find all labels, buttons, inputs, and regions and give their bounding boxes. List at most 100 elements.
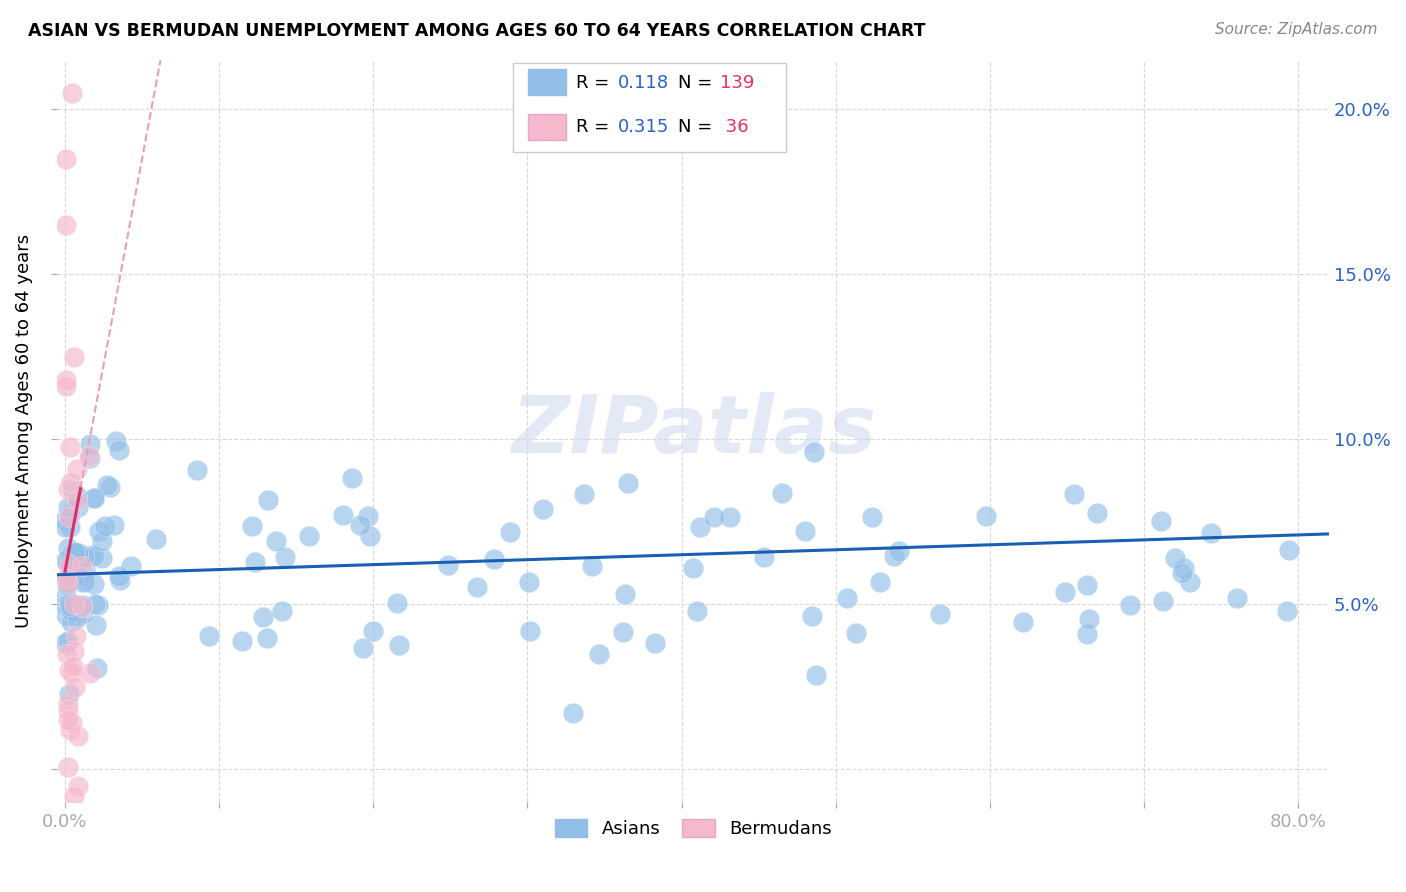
Point: [63, 597, 86, 611]
Point: [835, 591, 858, 606]
Point: [56, 633, 79, 648]
Point: [271, 604, 294, 618]
Point: [793, 524, 815, 538]
Point: [67, 599, 90, 613]
Point: [103, 517, 125, 532]
Point: [752, 550, 775, 565]
Point: [58, 596, 80, 610]
Point: [613, 586, 636, 600]
Point: [67, 500, 90, 514]
Point: [388, 638, 411, 652]
Point: [59, 604, 82, 618]
Point: [79, 666, 101, 681]
Point: [256, 493, 278, 508]
Point: [60, 602, 83, 616]
Point: [62, 658, 84, 673]
Point: [60, 547, 83, 561]
Text: N =: N =: [678, 74, 718, 92]
Text: Source: ZipAtlas.com: Source: ZipAtlas.com: [1215, 22, 1378, 37]
Point: [686, 604, 709, 618]
Point: [588, 647, 610, 661]
Text: 139: 139: [720, 74, 754, 92]
Text: 36: 36: [720, 118, 748, 136]
Point: [55, 573, 77, 587]
Point: [56, 556, 79, 570]
Point: [59, 475, 82, 490]
Point: [519, 624, 541, 639]
Point: [240, 519, 263, 533]
Point: [79, 437, 101, 451]
FancyBboxPatch shape: [527, 114, 567, 140]
Text: 0.118: 0.118: [619, 74, 669, 92]
Point: [56, 541, 79, 556]
Point: [93, 519, 115, 533]
Point: [186, 463, 208, 477]
Point: [703, 510, 725, 524]
Point: [77, 449, 100, 463]
Point: [55, 553, 77, 567]
Text: 0.315: 0.315: [619, 118, 669, 136]
Point: [62, 571, 84, 585]
Point: [1152, 594, 1174, 608]
Point: [65, 462, 87, 476]
Point: [63, 644, 86, 658]
Point: [66, 489, 89, 503]
Point: [83, 491, 105, 505]
Point: [349, 517, 371, 532]
Point: [1063, 487, 1085, 501]
Point: [342, 471, 364, 485]
Point: [59, 508, 82, 522]
Point: [1054, 584, 1077, 599]
Point: [1180, 574, 1202, 589]
Point: [72, 559, 94, 574]
Point: [105, 434, 128, 448]
Point: [58, 482, 80, 496]
Point: [58, 663, 80, 677]
Point: [616, 476, 638, 491]
Text: ZIPatlas: ZIPatlas: [510, 392, 876, 470]
Point: [531, 502, 554, 516]
Point: [72, 607, 94, 621]
Point: [482, 551, 505, 566]
Point: [55, 589, 77, 603]
Point: [62, 483, 84, 498]
Point: [264, 533, 287, 548]
Text: R =: R =: [576, 74, 616, 92]
Point: [53, 520, 76, 534]
Point: [90, 551, 112, 566]
Point: [121, 559, 143, 574]
Legend: Asians, Bermudans: Asians, Bermudans: [547, 812, 839, 846]
Point: [245, 555, 267, 569]
Point: [718, 510, 741, 524]
Point: [561, 706, 583, 720]
Point: [804, 668, 827, 682]
Point: [1173, 561, 1195, 575]
Point: [56, 696, 79, 710]
Point: [66, 546, 89, 560]
Point: [58, 558, 80, 572]
Point: [56, 578, 79, 592]
Point: [89, 524, 111, 538]
Point: [929, 607, 952, 621]
Point: [517, 574, 540, 589]
Point: [63, 544, 86, 558]
Point: [869, 575, 891, 590]
Point: [86, 660, 108, 674]
Point: [581, 559, 603, 574]
Point: [256, 631, 278, 645]
Point: [58, 520, 80, 534]
Point: [574, 487, 596, 501]
Point: [70, 600, 93, 615]
Point: [352, 641, 374, 656]
Point: [361, 624, 384, 639]
Point: [56, 575, 79, 590]
Point: [63, 545, 86, 559]
Point: [231, 634, 253, 648]
FancyBboxPatch shape: [527, 70, 567, 95]
Point: [612, 625, 634, 640]
Point: [59, 599, 82, 613]
Point: [498, 525, 520, 540]
Point: [1119, 598, 1142, 612]
Point: [60, 665, 83, 680]
Point: [58, 703, 80, 717]
